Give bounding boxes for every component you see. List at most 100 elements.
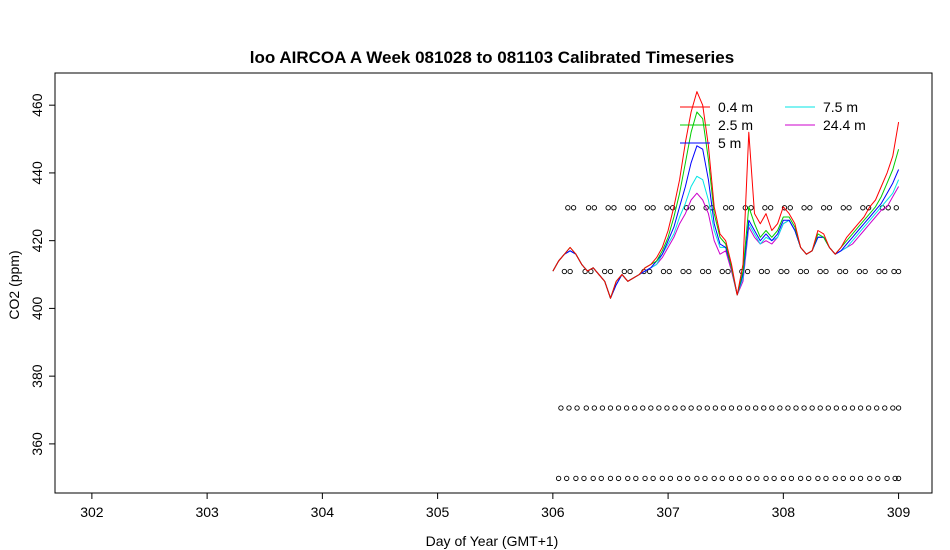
marker-point xyxy=(895,405,902,411)
marker-point xyxy=(585,205,592,211)
legend-label: 5 m xyxy=(718,135,741,151)
legend-label: 0.4 m xyxy=(718,99,753,115)
marker-point xyxy=(723,205,729,211)
marker-point xyxy=(686,268,692,275)
marker-point xyxy=(598,475,604,482)
x-tick-label: 302 xyxy=(80,504,104,520)
marker-point xyxy=(672,405,678,411)
marker-point xyxy=(625,205,631,211)
marker-point xyxy=(633,475,639,482)
marker-point xyxy=(793,405,799,411)
marker-point xyxy=(667,475,674,482)
marker-point xyxy=(736,405,743,411)
marker-point xyxy=(857,475,864,482)
marker-point xyxy=(685,475,691,482)
marker-point xyxy=(623,405,630,411)
marker-point xyxy=(591,405,597,411)
series-line xyxy=(552,91,900,299)
marker-point xyxy=(696,405,702,411)
marker-point xyxy=(712,405,718,411)
marker-point xyxy=(703,205,709,211)
marker-point xyxy=(797,268,804,275)
marker-point xyxy=(680,268,686,275)
marker-point xyxy=(882,405,888,411)
legend-label: 7.5 m xyxy=(823,99,858,115)
marker-point xyxy=(762,205,768,211)
marker-point xyxy=(625,475,631,482)
marker-point xyxy=(621,268,627,275)
marker-point xyxy=(591,205,597,211)
plot-frame xyxy=(54,72,933,494)
marker-point xyxy=(728,405,735,411)
marker-point xyxy=(615,405,622,411)
legend: 0.4 m 2.5 m 5 m 7.5 m 24.4 m xyxy=(680,99,866,151)
marker-point xyxy=(754,475,760,482)
x-tick-label: 308 xyxy=(772,504,796,520)
marker-point xyxy=(832,475,838,482)
marker-point xyxy=(761,405,767,411)
marker-point xyxy=(705,268,712,275)
marker-point xyxy=(725,268,731,275)
marker-point xyxy=(817,405,823,411)
marker-point xyxy=(656,405,662,411)
marker-point xyxy=(892,475,898,482)
marker-point xyxy=(876,268,882,275)
y-tick-label: 380 xyxy=(29,364,45,388)
marker-point xyxy=(885,205,891,211)
marker-point xyxy=(849,405,856,411)
marker-point xyxy=(758,268,765,275)
marker-point xyxy=(840,475,846,482)
marker-point xyxy=(605,205,611,211)
marker-point xyxy=(826,205,833,211)
marker-point xyxy=(780,475,786,482)
x-tick-label: 304 xyxy=(311,504,335,520)
marker-point xyxy=(787,205,793,211)
marker-point xyxy=(736,475,743,482)
marker-point xyxy=(890,405,896,411)
marker-point xyxy=(711,475,717,482)
marker-point xyxy=(856,268,863,275)
marker-point xyxy=(768,205,774,211)
marker-point xyxy=(647,268,653,275)
marker-point xyxy=(875,475,881,482)
marker-point xyxy=(642,475,648,482)
marker-point xyxy=(781,205,788,211)
x-tick-label: 305 xyxy=(426,504,450,520)
marker-point xyxy=(867,475,873,482)
marker-point xyxy=(771,475,777,482)
marker-point xyxy=(777,405,783,411)
marker-point xyxy=(648,405,654,411)
marker-point xyxy=(842,268,849,275)
marker-point xyxy=(857,405,864,411)
marker-point xyxy=(840,205,846,211)
marker-point xyxy=(809,405,815,411)
x-tick-label: 306 xyxy=(541,504,565,520)
marker-point xyxy=(581,475,587,482)
marker-point xyxy=(590,475,596,482)
marker-point xyxy=(561,268,568,275)
marker-point xyxy=(719,268,725,275)
marker-point xyxy=(801,405,807,411)
marker-point xyxy=(860,205,866,211)
marker-point xyxy=(611,205,617,211)
marker-point xyxy=(778,268,784,275)
marker-point xyxy=(846,205,852,211)
marker-point xyxy=(627,268,633,275)
marker-point xyxy=(659,475,665,482)
marker-point xyxy=(564,475,570,482)
marker-point xyxy=(602,268,608,275)
marker-point xyxy=(823,475,829,482)
marker-point xyxy=(744,268,751,275)
marker-point xyxy=(788,475,795,482)
marker-point xyxy=(650,475,656,482)
marker-point xyxy=(882,268,888,275)
x-tick-label: 307 xyxy=(656,504,680,520)
marker-point xyxy=(720,405,727,411)
marker-point xyxy=(694,475,700,482)
marker-point xyxy=(660,268,667,275)
marker-point xyxy=(797,475,804,482)
y-tick-label: 460 xyxy=(29,93,45,117)
marker-point xyxy=(680,405,686,411)
marker-point xyxy=(849,475,856,482)
